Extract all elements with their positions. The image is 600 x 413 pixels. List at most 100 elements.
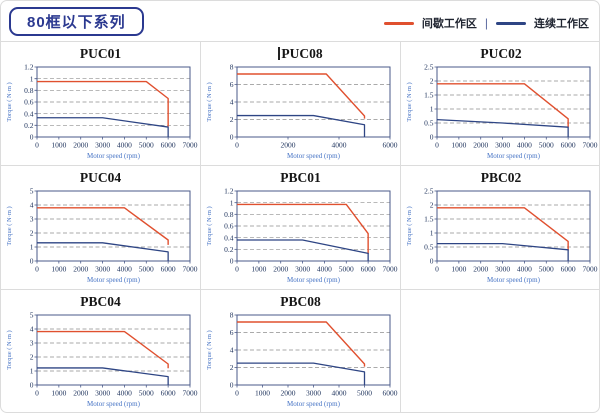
- chart-title-text: PBC04: [80, 293, 121, 309]
- x-tick-label: 7000: [182, 265, 197, 274]
- y-tick-label: 6: [229, 328, 233, 337]
- chart-title-text: PBC01: [280, 169, 321, 185]
- x-tick-label: 1000: [451, 141, 466, 150]
- x-axis-label: Motor speed (rpm): [287, 152, 341, 160]
- x-tick-label: 0: [235, 265, 239, 274]
- x-axis-label: Motor speed (rpm): [487, 276, 541, 284]
- y-tick-label: 0.8: [24, 86, 34, 95]
- continuous-line: [236, 114, 365, 137]
- x-tick-label: 2000: [73, 265, 88, 274]
- y-tick-label: 0: [29, 381, 33, 390]
- chart-plot-PUC01: 0 0.2 0.4 0.6 0.8 1 1.2 0 1000 2000 3000 4000 5000 60…: [6, 63, 198, 160]
- x-tick-label: 5000: [539, 265, 554, 274]
- y-tick-label: 0: [29, 133, 33, 142]
- x-tick-label: 0: [235, 389, 239, 398]
- x-tick-label: 3000: [306, 389, 321, 398]
- x-tick-label: 4000: [116, 265, 131, 274]
- intermittent-line: [236, 73, 365, 119]
- intermittent-line: [236, 321, 365, 367]
- chart-cell-PBC08: PBC08 0 2 4 6 8 0 1000 2000 3000 4000 5000 6000 Motor…: [201, 290, 401, 412]
- chart-cell-PBC02: PBC02 0 0.5 1 1.5 2 2.5 0 1000 2000 3000 4000 5000 60…: [401, 166, 599, 290]
- y-tick-label: 0: [229, 381, 233, 390]
- x-tick-label: 7000: [182, 389, 197, 398]
- plot-border: [36, 190, 190, 262]
- x-tick-label: 4000: [517, 265, 532, 274]
- y-tick-label: 4: [229, 346, 233, 355]
- x-axis-label: Motor speed (rpm): [87, 152, 141, 160]
- y-tick-label: 0.4: [24, 109, 34, 118]
- chart-title: PBC01: [201, 169, 400, 186]
- x-tick-label: 0: [35, 265, 39, 274]
- y-tick-label: 8: [229, 63, 233, 72]
- x-tick-label: 3000: [495, 265, 510, 274]
- y-tick-label: 0.6: [24, 98, 34, 107]
- y-tick-label: 1.5: [424, 215, 434, 224]
- chart-plot-PUC04: 0 1 2 3 4 5 0 1000 2000 3000 4000 5000 6000 7000 Motor…: [6, 187, 198, 284]
- chart-plot-PUC08: 0 2 4 6 8 0 2000 4000 6000 Motor speed (rpm) Torqu…: [206, 63, 398, 160]
- y-axis-label: Torque ( N·m ): [206, 206, 213, 245]
- continuous-line: [36, 242, 169, 261]
- y-tick-label: 0: [430, 257, 434, 266]
- y-axis-label: Torque ( N·m ): [406, 206, 413, 245]
- x-tick-label: 3000: [95, 141, 110, 150]
- x-tick-label: 6000: [561, 141, 576, 150]
- text-cursor: [278, 47, 281, 60]
- y-axis-label: Torque ( N·m ): [406, 82, 413, 121]
- chart-plot-PBC02: 0 0.5 1 1.5 2 2.5 0 1000 2000 3000 4000 5000 6000 700…: [406, 187, 598, 284]
- y-tick-label: 0: [430, 133, 434, 142]
- chart-title: PBC02: [401, 169, 599, 186]
- y-tick-label: 1: [29, 367, 33, 376]
- chart-title: PUC02: [401, 45, 599, 62]
- chart-plot-PBC08: 0 2 4 6 8 0 1000 2000 3000 4000 5000 6000 Motor spee…: [206, 311, 398, 408]
- continuous-line: [36, 367, 169, 385]
- y-tick-label: 2.5: [424, 63, 434, 72]
- x-tick-label: 2000: [273, 265, 288, 274]
- continuous-legend-label: 连续工作区: [534, 18, 589, 30]
- x-tick-label: 5000: [138, 141, 153, 150]
- intermittent-line: [36, 207, 169, 245]
- intermittent-legend-label: 间歇工作区: [421, 18, 477, 30]
- chart-title-text: PUC01: [79, 45, 122, 61]
- x-tick-label: 1000: [51, 265, 66, 274]
- chart-cell-PBC01: PBC01 0 0.2 0.4 0.6 0.8 1 1.2 0 1000 2000 3000 4000 5…: [201, 166, 401, 290]
- x-tick-label: 5000: [539, 141, 554, 150]
- intermittent-line: [36, 80, 169, 127]
- continuous-line: [436, 118, 569, 137]
- x-tick-label: 0: [435, 265, 439, 274]
- x-tick-label: 0: [35, 141, 39, 150]
- x-tick-label: 0: [35, 389, 39, 398]
- plot-border: [436, 190, 591, 262]
- chart-title: PUC04: [1, 169, 200, 186]
- x-tick-label: 0: [235, 141, 239, 150]
- x-tick-label: 4000: [331, 389, 346, 398]
- y-tick-label: 2: [29, 229, 33, 238]
- intermittent-legend-line: [383, 21, 414, 25]
- chart-title: PBC04: [1, 293, 200, 310]
- chart-plot-PBC04: 0 1 2 3 4 5 0 1000 2000 3000 4000 5000 6000 7000 Motor…: [6, 311, 198, 408]
- y-tick-label: 0.2: [24, 121, 34, 130]
- chart-cell-PUC08: PUC08 0 2 4 6 8 0 2000 4000 6000 Motor speed (rpm)…: [201, 42, 401, 166]
- continuous-legend-line: [496, 21, 526, 25]
- x-tick-label: 6000: [382, 141, 397, 150]
- continuous-line: [36, 117, 169, 137]
- y-tick-label: 3: [29, 339, 33, 348]
- chart-cell-PUC02: PUC02 0 0.5 1 1.5 2 2.5 0 1000 2000 3000 4000 5000 60…: [401, 42, 599, 166]
- x-tick-label: 7000: [583, 141, 598, 150]
- x-tick-label: 1000: [51, 141, 66, 150]
- y-tick-label: 4: [29, 325, 33, 334]
- chart-title-text: PBC02: [480, 169, 522, 185]
- plot-border: [36, 314, 190, 386]
- chart-cell-PUC01: PUC01 0 0.2 0.4 0.6 0.8 1 1.2 0 1000 2000 3000 4000 5…: [1, 42, 201, 166]
- y-tick-label: 0: [29, 257, 33, 266]
- chart-plot-PBC01: 0 0.2 0.4 0.6 0.8 1 1.2 0 1000 2000 3000 4000 5000 60…: [206, 187, 398, 284]
- series-badge: 80框以下系列: [9, 7, 144, 36]
- x-tick-label: 6000: [561, 265, 576, 274]
- x-tick-label: 0: [435, 141, 439, 150]
- x-tick-label: 4000: [316, 265, 331, 274]
- x-tick-label: 1000: [451, 265, 466, 274]
- y-axis-label: Torque ( N·m ): [6, 206, 13, 245]
- x-tick-label: 2000: [473, 141, 488, 150]
- intermittent-line: [437, 83, 569, 128]
- y-tick-label: 1: [229, 198, 233, 207]
- page-header: 80框以下系列 间歇工作区 | 连续工作区: [1, 1, 599, 41]
